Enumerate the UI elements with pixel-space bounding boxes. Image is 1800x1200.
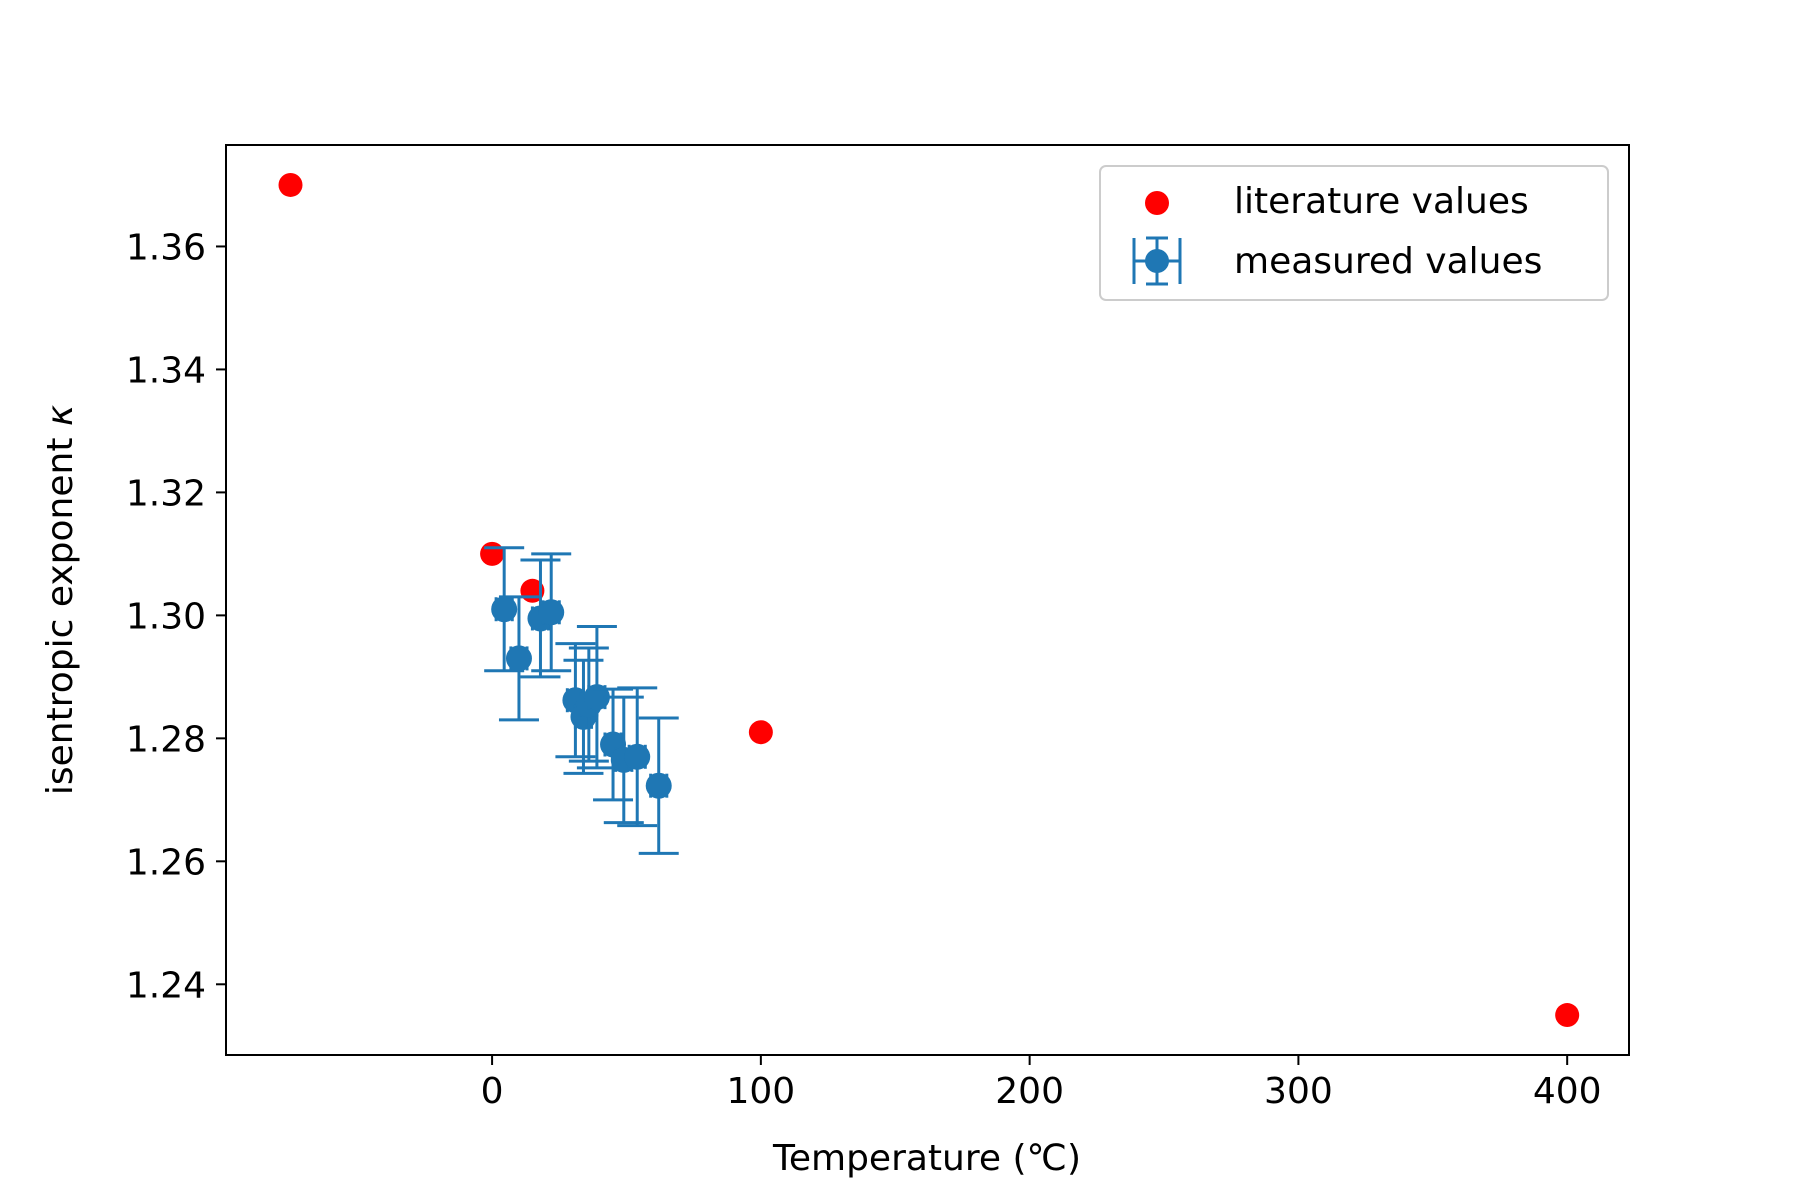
legend-box bbox=[1099, 165, 1609, 301]
x-tick-label: 300 bbox=[1264, 1071, 1333, 1112]
x-tick-label: 100 bbox=[727, 1071, 796, 1112]
y-axis-label-text: isentropic exponent bbox=[40, 426, 81, 795]
axes-frame bbox=[225, 144, 1630, 1056]
y-tick-label: 1.26 bbox=[126, 842, 206, 883]
plot-area bbox=[278, 172, 1580, 1028]
x-tick-label: 0 bbox=[481, 1071, 504, 1112]
x-tick-label: 400 bbox=[1533, 1071, 1602, 1112]
legend: literature values measured values bbox=[1099, 165, 1609, 301]
x-tick-label: 200 bbox=[995, 1071, 1064, 1112]
x-axis-label: Temperature (℃) bbox=[772, 1138, 1081, 1179]
measured-point bbox=[498, 595, 539, 722]
measured-point bbox=[638, 716, 679, 855]
measured-marker bbox=[624, 743, 651, 770]
y-tick-label: 1.28 bbox=[126, 719, 206, 760]
measured-point bbox=[484, 546, 525, 673]
y-axis-label-symbol: κ bbox=[40, 404, 81, 426]
measured-marker bbox=[505, 645, 532, 672]
legend-measured-marker bbox=[1132, 236, 1182, 286]
y-tick-label: 1.30 bbox=[126, 596, 206, 637]
measured-point bbox=[531, 552, 572, 673]
y-tick-label: 1.24 bbox=[126, 965, 206, 1006]
legend-measured-label: measured values bbox=[1234, 241, 1542, 282]
y-axis-ticks: 1.24 1.26 1.28 1.30 1.32 1.34 1.36 bbox=[126, 227, 226, 1006]
literature-point bbox=[278, 172, 303, 197]
literature-point bbox=[480, 541, 505, 566]
measured-marker bbox=[538, 599, 565, 626]
measured-point bbox=[617, 686, 658, 828]
y-tick-label: 1.34 bbox=[126, 350, 206, 391]
legend-literature-label: literature values bbox=[1234, 181, 1529, 222]
x-axis-ticks: 0 100 200 300 400 bbox=[481, 1055, 1602, 1112]
y-tick-label: 1.32 bbox=[126, 473, 206, 514]
y-axis-label: isentropic exponent κ bbox=[40, 404, 81, 795]
measured-marker bbox=[491, 596, 518, 623]
y-tick-label: 1.36 bbox=[126, 227, 206, 268]
literature-point bbox=[1555, 1003, 1580, 1028]
measured-marker bbox=[645, 772, 672, 799]
literature-point bbox=[748, 720, 773, 745]
legend-literature-marker bbox=[1145, 191, 1169, 215]
